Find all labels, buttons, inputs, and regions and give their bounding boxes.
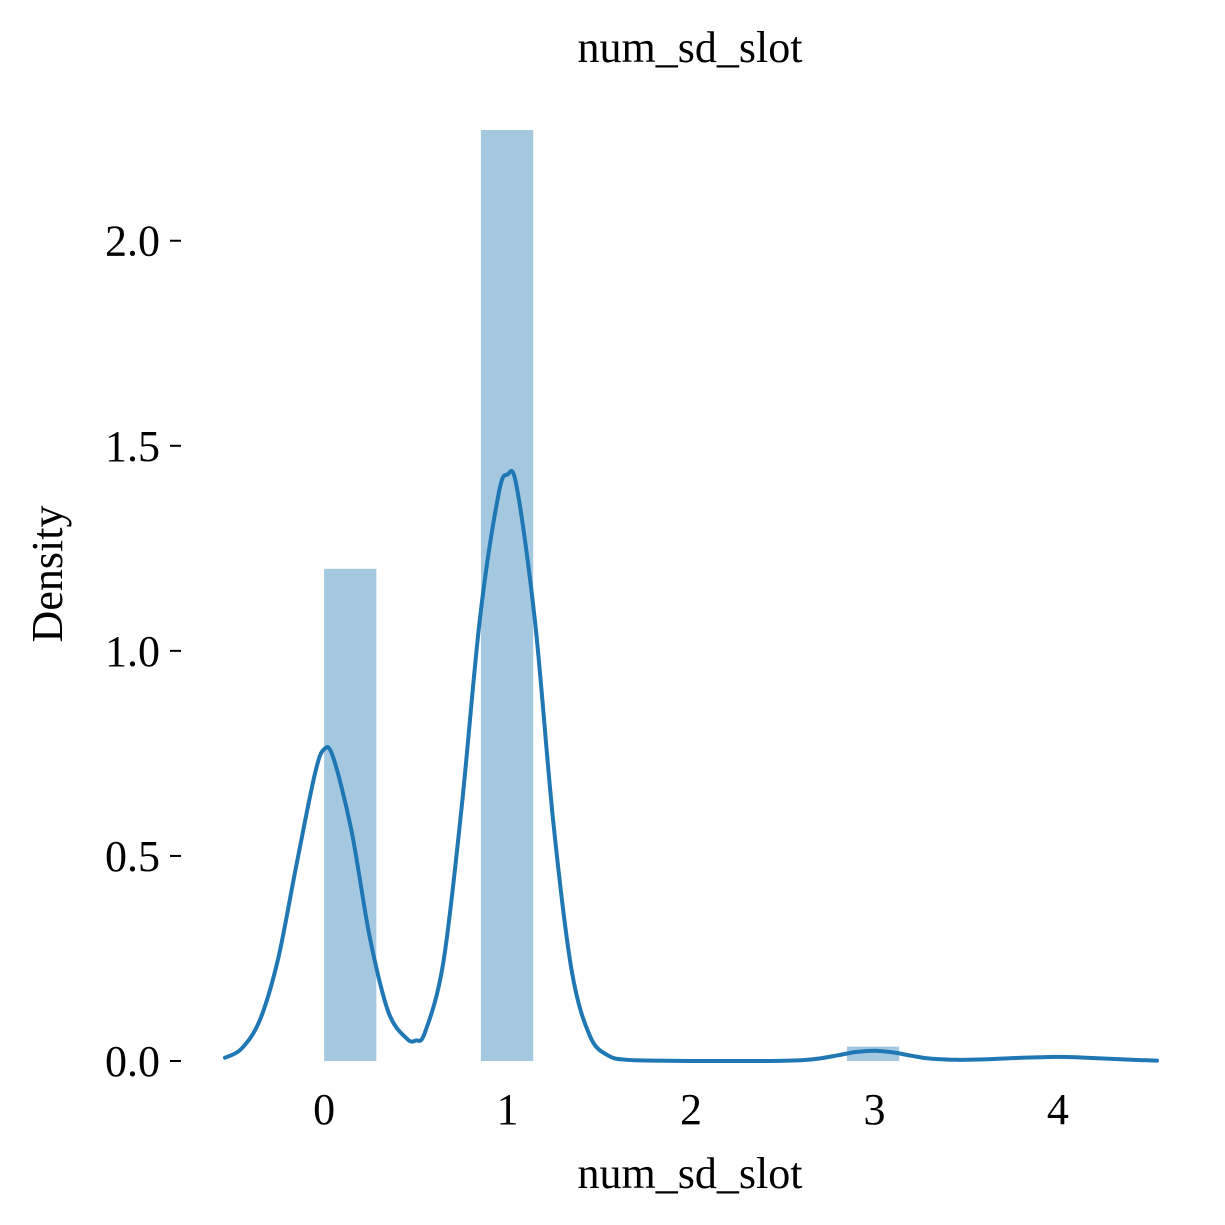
x-tick-label-4: 4 bbox=[1047, 1085, 1069, 1134]
x-tick-label-0: 0 bbox=[313, 1085, 335, 1134]
x-axis-label: num_sd_slot bbox=[578, 1149, 803, 1198]
y-tick-label-3: 1.5 bbox=[105, 422, 160, 471]
y-tick-label-1: 0.5 bbox=[105, 832, 160, 881]
x-axis-ticks: 0 1 2 3 4 bbox=[313, 1085, 1069, 1134]
y-axis-label: Density bbox=[23, 506, 72, 643]
kde-curve-group bbox=[223, 468, 1159, 1064]
histogram-bar-1 bbox=[480, 130, 534, 1061]
kde-curve bbox=[223, 468, 1159, 1064]
y-tick-label-0: 0.0 bbox=[105, 1037, 160, 1086]
y-axis-ticks: 0.0 0.5 1.0 1.5 2.0 bbox=[105, 217, 181, 1086]
y-tick-label-4: 2.0 bbox=[105, 217, 160, 266]
x-tick-label-3: 3 bbox=[863, 1085, 885, 1134]
x-tick-label-2: 2 bbox=[680, 1085, 702, 1134]
x-tick-label-1: 1 bbox=[497, 1085, 519, 1134]
y-tick-label-2: 1.0 bbox=[105, 627, 160, 676]
chart-title: num_sd_slot bbox=[578, 23, 803, 72]
histogram-bars bbox=[324, 130, 900, 1061]
